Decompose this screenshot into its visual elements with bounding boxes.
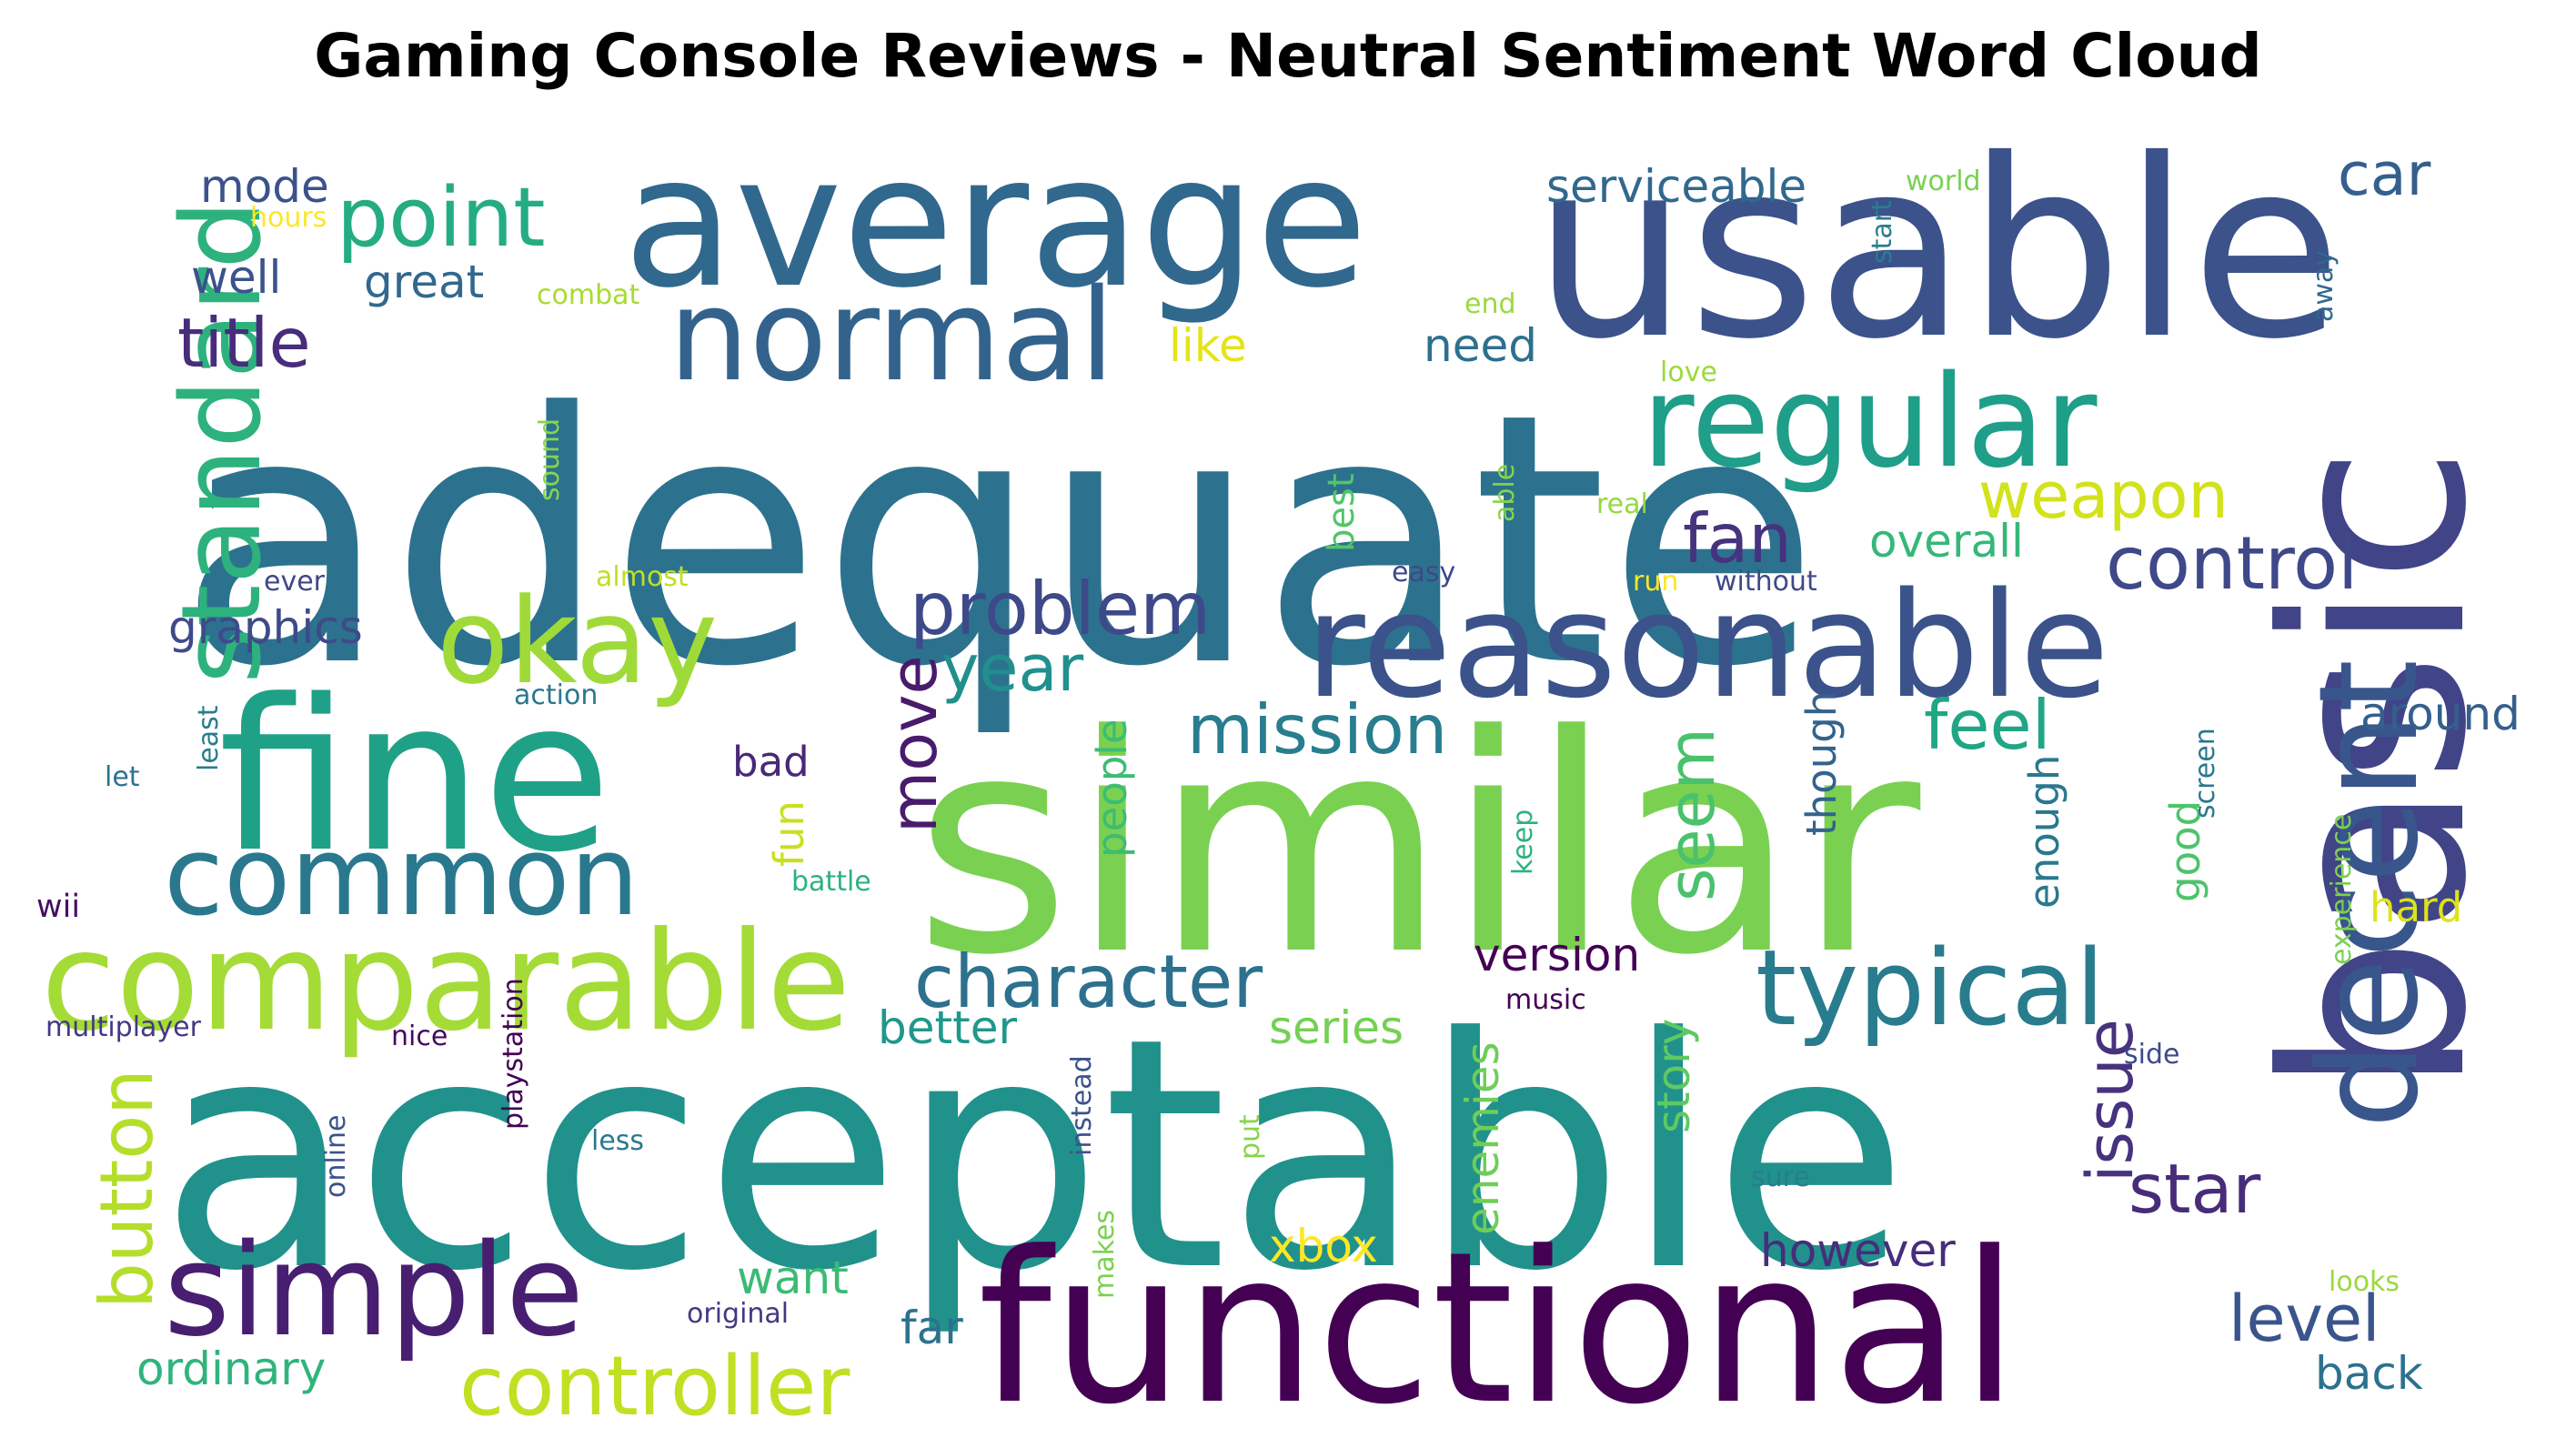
word-cloud-word: though xyxy=(1797,690,1846,836)
word-cloud-word: comparable xyxy=(41,903,851,1061)
word-cloud-word: enemies xyxy=(1456,1041,1509,1235)
word-cloud-word: title xyxy=(177,303,311,383)
word-cloud-word: however xyxy=(1760,1224,1956,1277)
word-cloud-word: ordinary xyxy=(136,1342,327,1395)
word-cloud-word: button xyxy=(85,1069,169,1309)
word-cloud-word: away xyxy=(2308,249,2340,322)
word-cloud-word: normal xyxy=(669,262,1115,410)
word-cloud-word: experience xyxy=(2326,813,2358,965)
word-cloud-word: real xyxy=(1596,488,1648,520)
word-cloud-word: great xyxy=(364,256,485,308)
word-cloud-word: like xyxy=(1169,319,1247,372)
word-cloud-word: problem xyxy=(910,567,1212,651)
word-cloud-word: weapon xyxy=(1978,458,2229,533)
word-cloud-word: sound xyxy=(534,417,566,501)
word-cloud-word: common xyxy=(164,814,639,940)
word-cloud-word: move xyxy=(877,655,951,833)
word-cloud-word: better xyxy=(878,1001,1018,1054)
word-cloud-word: xbox xyxy=(1269,1220,1378,1272)
word-cloud-word: around xyxy=(2360,688,2521,740)
word-cloud-word: let xyxy=(105,761,140,793)
word-cloud-word: love xyxy=(1660,357,1717,388)
word-cloud-word: regular xyxy=(1642,348,2098,497)
word-cloud-word: enough xyxy=(2020,754,2068,909)
word-cloud-word: music xyxy=(1505,984,1586,1016)
word-cloud-word: fine xyxy=(218,656,612,899)
word-cloud-word: graphics xyxy=(168,601,363,654)
word-cloud-word: well xyxy=(191,251,282,304)
word-cloud-word: almost xyxy=(596,561,689,593)
word-cloud-word: least xyxy=(193,705,225,771)
word-cloud-word: character xyxy=(914,940,1263,1024)
word-cloud-word: typical xyxy=(1756,928,2105,1050)
word-cloud-word: world xyxy=(1906,166,1981,197)
word-cloud-word: looks xyxy=(2329,1266,2400,1298)
word-cloud-word: sure xyxy=(1751,1161,1810,1193)
word-cloud-word: best xyxy=(1321,473,1363,552)
word-cloud-word: fan xyxy=(1683,498,1792,578)
word-cloud-word: end xyxy=(1464,288,1516,320)
word-cloud-word: wii xyxy=(36,889,81,925)
word-cloud-word: combat xyxy=(537,279,640,311)
word-cloud-word: hours xyxy=(250,202,327,234)
word-cloud-word: seem xyxy=(1655,728,1729,901)
word-cloud-word: point xyxy=(337,170,546,266)
word-cloud-word: able xyxy=(1489,463,1521,522)
word-cloud-word: overall xyxy=(1869,515,2024,568)
word-cloud-word: keep xyxy=(1507,809,1539,875)
word-cloud-word: control xyxy=(2106,521,2359,606)
word-cloud-word: less xyxy=(591,1125,645,1157)
word-cloud-word: year xyxy=(941,631,1084,706)
word-cloud-word: side xyxy=(2124,1039,2180,1071)
word-cloud-word: controller xyxy=(459,1339,850,1434)
word-cloud-word: without xyxy=(1715,566,1817,598)
word-cloud-word: nice xyxy=(391,1021,448,1052)
word-cloud-word: instead xyxy=(1066,1055,1098,1156)
word-cloud-word: want xyxy=(737,1252,849,1304)
word-cloud-word: series xyxy=(1269,1001,1404,1054)
word-cloud-word: playstation xyxy=(498,978,529,1130)
word-cloud-word: usable xyxy=(1533,106,2342,393)
word-cloud-word: original xyxy=(687,1298,790,1330)
word-cloud-word: makes xyxy=(1089,1210,1121,1299)
word-cloud-word: acceptable xyxy=(159,970,1909,1341)
word-cloud-word: bad xyxy=(732,738,810,786)
word-cloud-word: mode xyxy=(200,160,329,213)
chart-title: Gaming Console Reviews - Neutral Sentime… xyxy=(314,21,2262,91)
word-cloud-word: multiplayer xyxy=(45,1011,201,1043)
word-cloud-word: serviceable xyxy=(1546,160,1807,213)
word-cloud-word: reasonable xyxy=(1305,560,2109,730)
word-cloud-word: start xyxy=(1867,200,1898,264)
word-cloud-word: similar xyxy=(914,671,1921,1021)
word-cloud-word: hard xyxy=(2370,883,2463,931)
word-cloud-word: run xyxy=(1633,566,1679,598)
word-cloud-word: back xyxy=(2315,1347,2423,1400)
word-cloud-word: easy xyxy=(1392,557,1456,588)
word-cloud-word: put xyxy=(1234,1114,1266,1160)
word-cloud-word: people xyxy=(1088,719,1136,858)
word-cloud-word: star xyxy=(2128,1149,2261,1229)
word-cloud-word: functional xyxy=(978,1208,2019,1438)
word-cloud-word: adequate xyxy=(177,339,1820,742)
word-cloud-word: simple xyxy=(164,1217,585,1365)
word-cloud-word: okay xyxy=(437,572,719,710)
word-cloud-word: ever xyxy=(264,566,326,598)
word-cloud-word: story xyxy=(1647,1018,1700,1133)
word-cloud-word: screen xyxy=(2189,728,2221,819)
word-cloud-word: battle xyxy=(791,866,871,898)
word-cloud-word: feel xyxy=(1924,685,2051,765)
word-cloud-word: far xyxy=(901,1302,963,1354)
word-cloud-word: action xyxy=(514,679,599,711)
word-cloud-word: fun xyxy=(765,800,813,867)
word-cloud-word: car xyxy=(2338,141,2431,209)
word-cloud-word: need xyxy=(1424,319,1537,372)
word-cloud-word: average xyxy=(623,116,1368,328)
word-cloud-word: level xyxy=(2229,1282,2380,1356)
word-cloud-word: mission xyxy=(1187,689,1448,769)
word-cloud-word: version xyxy=(1474,929,1641,981)
word-cloud-word: online xyxy=(320,1114,352,1198)
